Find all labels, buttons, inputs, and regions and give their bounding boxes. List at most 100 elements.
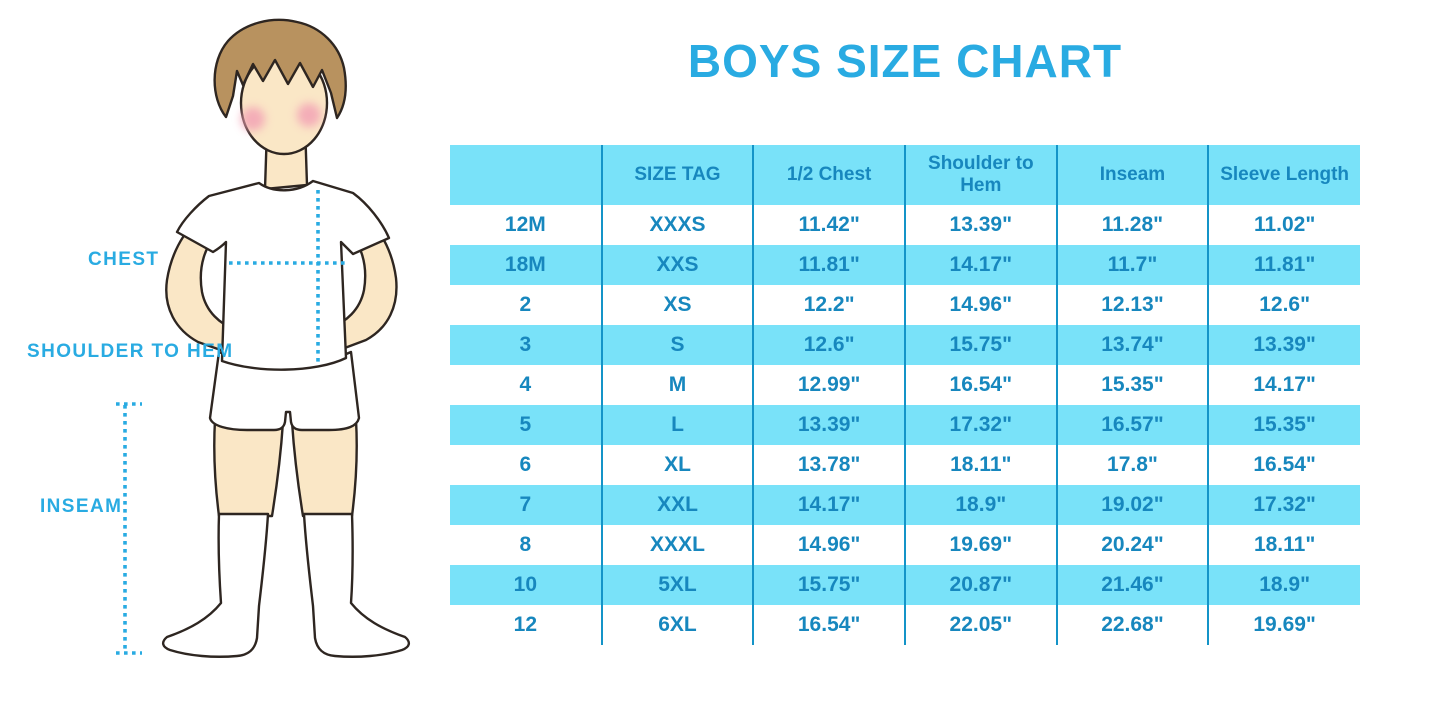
column-header-inseam: Inseam [1055,145,1209,205]
size-row-2: 2 XS 12.2" 14.96" 12.13" 12.6" [450,285,1360,325]
measurement-cell: 11.28" [1055,205,1209,245]
shoulder-to-hem-measure-label: SHOULDER TO HEM [27,341,234,362]
size-row-18m: 18M XXS 11.81" 14.17" 11.7" 11.81" [450,245,1360,285]
measurement-cell: XS [600,285,754,325]
measurement-cell: 16.57" [1055,405,1209,445]
measurement-figure: CHEST SHOULDER TO HEM INSEAM [0,0,450,723]
measurement-cell: 14.17" [903,245,1057,285]
measurement-cell: 6XL [600,605,754,645]
size-label-cell: 18M [450,245,602,285]
size-label-cell: 6 [519,453,532,476]
measurement-cell: 19.69" [1207,605,1360,645]
size-row-7: 7 XXL 14.17" 18.9" 19.02" 17.32" [450,485,1360,525]
size-label-cell: 10 [450,565,602,605]
boy-tshirt [175,179,391,371]
measurement-cell: S [600,325,754,365]
measurement-cell: 12.6" [1207,285,1360,325]
column-header-size [450,145,602,205]
measurement-cell: 22.68" [1055,605,1209,645]
page-title: BOYS SIZE CHART [687,35,1123,87]
size-row-10: 10 5XL 15.75" 20.87" 21.46" 18.9" [450,565,1360,605]
measurement-cell: 13.39" [752,405,905,445]
measurement-cell: 19.69" [903,525,1057,565]
measurement-cell: 18.9" [1207,565,1360,605]
size-label-cell: 3 [450,325,602,365]
measurement-cell: 15.35" [1207,405,1360,445]
boy-illustration [116,18,410,658]
size-row-6: 6 XL 13.78" 18.11" 17.8" 16.54" [450,445,1360,485]
size-label-cell: 5 [450,405,602,445]
measurement-cell: 14.17" [1207,365,1360,405]
measurement-cell: 14.96" [903,285,1057,325]
measurement-cell: 19.02" [1055,485,1209,525]
measurement-cell: 21.46" [1055,565,1209,605]
measurement-cell: 13.74" [1055,325,1209,365]
measurement-cell: 12.13" [1055,285,1209,325]
measurement-cell: 11.7" [1055,245,1209,285]
boy-hair [213,18,347,120]
boy-right-leg [290,418,358,518]
measurement-cell: 12.2" [752,285,905,325]
size-table: SIZE TAG 1/2 Chest Shoulder to Hem Inseam Sl… [450,145,1360,645]
measurement-cell: 13.78" [752,445,905,485]
size-row-5: 5 L 13.39" 17.32" 16.57" 15.35" [450,405,1360,445]
measurement-cell: 11.81" [752,245,905,285]
measurement-cell: 5XL [600,565,754,605]
measurement-cell: 17.32" [903,405,1057,445]
measurement-cell: 20.24" [1055,525,1209,565]
measurement-cell: XXS [600,245,754,285]
measurement-cell: 13.39" [1207,325,1360,365]
measurement-cell: 11.81" [1207,245,1360,285]
boy-left-sock [162,512,270,658]
measurement-cell: 13.39" [903,205,1057,245]
measurement-cell: XXXL [600,525,754,565]
boy-left-leg [213,418,285,518]
measurement-cell: 12.99" [752,365,905,405]
chest-measure-label: CHEST [88,249,160,270]
boy-right-sock [302,512,410,658]
measurement-cell: M [600,365,754,405]
measurement-cell: 16.54" [1207,445,1360,485]
size-table-header-row: SIZE TAG 1/2 Chest Shoulder to Hem Inseam Sl… [450,145,1360,205]
measurement-cell: L [600,405,754,445]
measurement-cell: 17.32" [1207,485,1360,525]
boy-left-arm [165,206,238,356]
size-row-3: 3 S 12.6" 15.75" 13.74" 13.39" [450,325,1360,365]
column-header-size-tag: SIZE TAG [600,145,754,205]
measurement-cell: 15.75" [903,325,1057,365]
size-label-cell: 12M [504,213,546,236]
measurement-cell: 18.11" [1207,525,1360,565]
size-label-cell: 7 [450,485,602,525]
measurement-cell: XXXS [600,205,754,245]
measurement-cell: 14.96" [752,525,905,565]
size-row-12: 12 6XL 16.54" 22.05" 22.68" 19.69" [450,605,1360,645]
size-label-cell: 12 [513,613,537,636]
measurement-cell: 11.02" [1207,205,1360,245]
measurement-cell: 16.54" [903,365,1057,405]
measurement-cell: 11.42" [752,205,905,245]
boy-right-cheek [297,103,321,127]
inseam-measure-label: INSEAM [40,496,123,517]
column-header-shoulder-to-hem: Shoulder to Hem [903,145,1057,205]
measurement-cell: 12.6" [752,325,905,365]
measurement-cell: 22.05" [903,605,1057,645]
boy-left-cheek [241,107,265,131]
measurement-cell: 15.35" [1055,365,1209,405]
measurement-cell: 18.11" [903,445,1057,485]
measurement-cell: 14.17" [752,485,905,525]
size-table-body: 12M XXXS 11.42" 13.39" 11.28" 11.02" 18M XXS 11.… [450,205,1360,645]
size-label-cell: 8 [519,533,532,556]
size-row-4: 4 M 12.99" 16.54" 15.35" 14.17" [450,365,1360,405]
measurement-cell: 17.8" [1055,445,1209,485]
size-row-8: 8 XXXL 14.96" 19.69" 20.24" 18.11" [450,525,1360,565]
size-row-12m: 12M XXXS 11.42" 13.39" 11.28" 11.02" [450,205,1360,245]
column-header-sleeve-length: Sleeve Length [1207,145,1360,205]
measurement-cell: 18.9" [903,485,1057,525]
measurement-cell: 16.54" [752,605,905,645]
measurement-cell: XL [600,445,754,485]
size-label-cell: 2 [519,293,532,316]
measurement-cell: XXL [600,485,754,525]
measurement-cell: 20.87" [903,565,1057,605]
size-label-cell: 4 [519,373,532,396]
